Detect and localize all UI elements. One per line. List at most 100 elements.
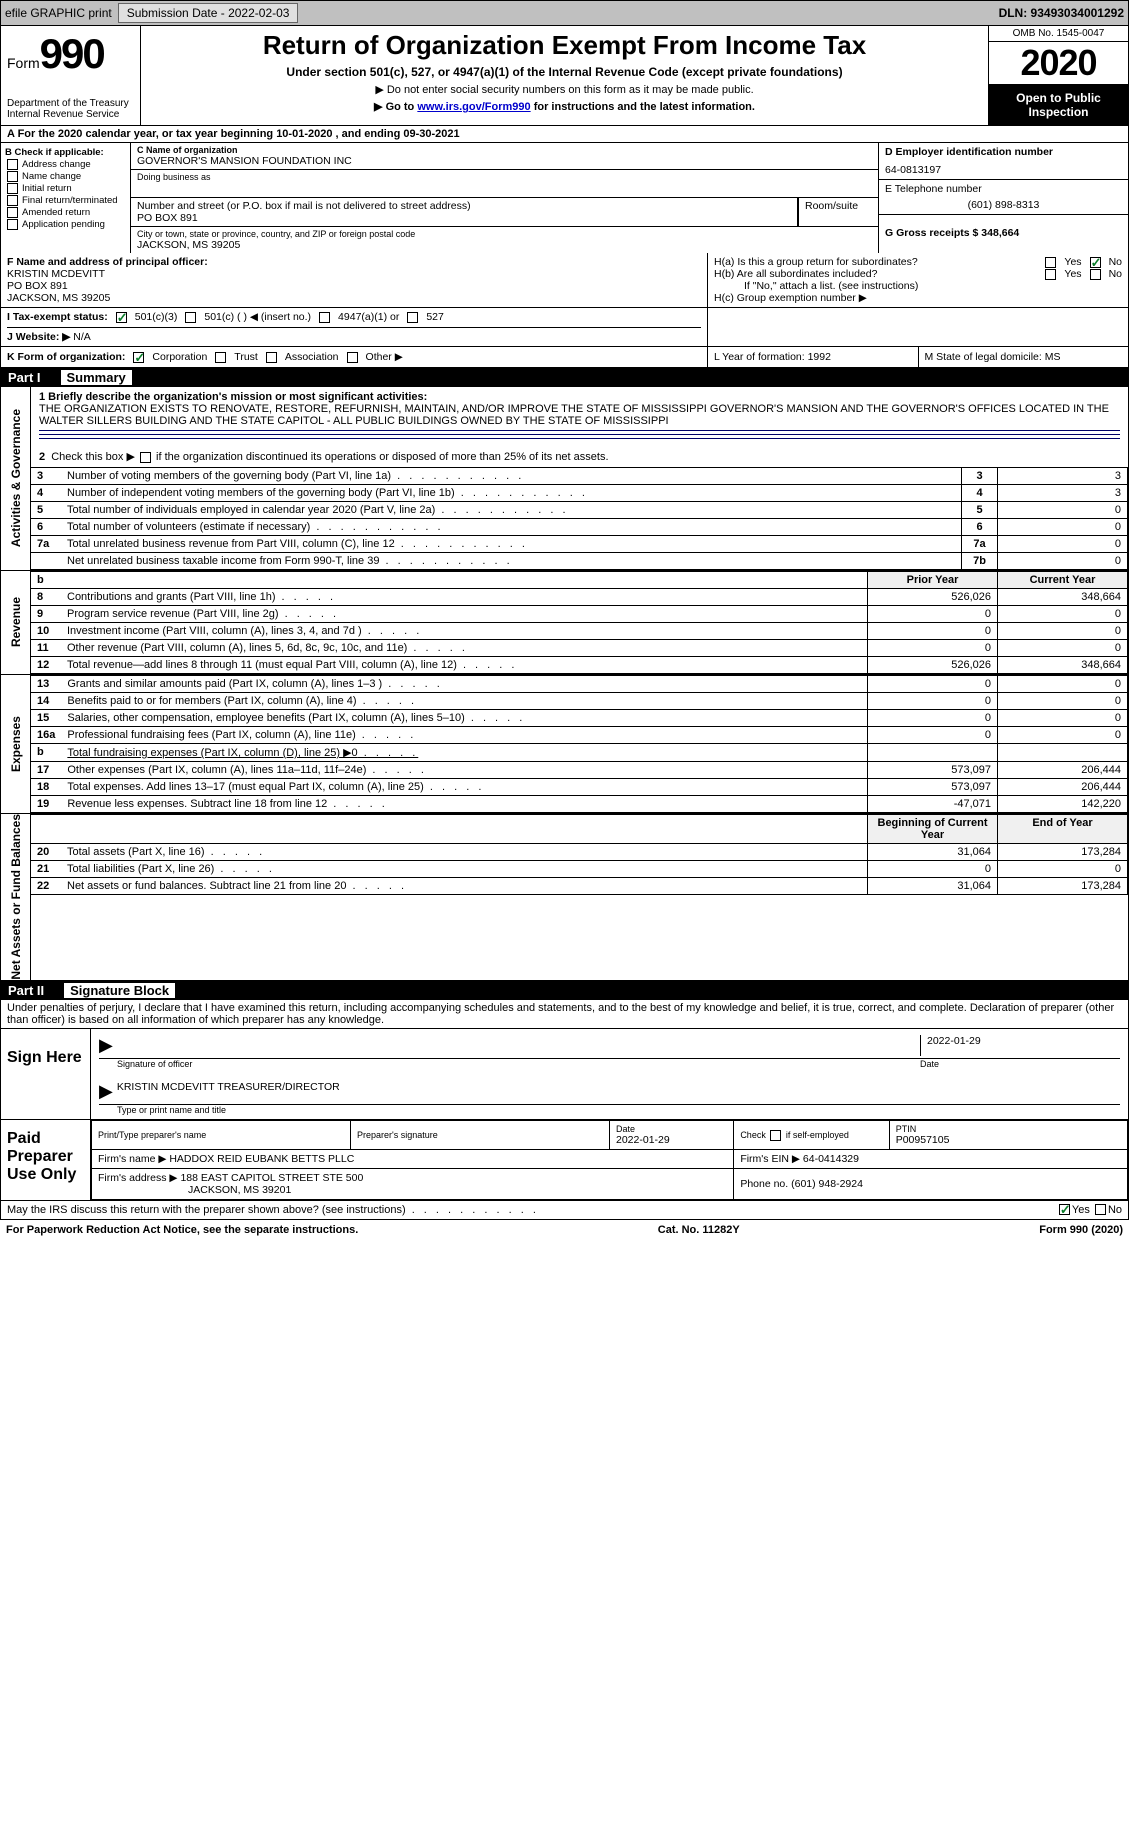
sign-here-label: Sign Here: [1, 1029, 91, 1119]
form-number: 990: [40, 30, 104, 77]
sidebar-governance: Activities & Governance: [9, 409, 23, 547]
sidebar-expenses: Expenses: [9, 716, 23, 772]
assoc-label: Association: [285, 351, 339, 363]
table-row: 16aProfessional fundraising fees (Part I…: [31, 727, 1128, 744]
hb-yes-checkbox[interactable]: [1045, 269, 1056, 280]
note2-post: for instructions and the latest informat…: [531, 101, 755, 113]
assoc-checkbox[interactable]: [266, 352, 277, 363]
dept-label: Department of the Treasury: [7, 98, 134, 109]
ha-label: H(a) Is this a group return for subordin…: [714, 256, 1037, 268]
firm-name: HADDOX REID EUBANK BETTS PLLC: [169, 1153, 354, 1165]
mission-text: THE ORGANIZATION EXISTS TO RENOVATE, RES…: [39, 403, 1109, 427]
section-c: C Name of organization GOVERNOR'S MANSIO…: [131, 143, 878, 253]
irs-label: Internal Revenue Service: [7, 109, 134, 120]
hc-label: H(c) Group exemption number ▶: [714, 292, 1122, 304]
527-checkbox[interactable]: [407, 312, 418, 323]
opt-initial-return: Initial return: [22, 183, 72, 194]
ein-label: D Employer identification number: [885, 146, 1053, 158]
table-row: 17Other expenses (Part IX, column (A), l…: [31, 762, 1128, 779]
gross-receipts: G Gross receipts $ 348,664: [885, 227, 1019, 239]
form-subtitle: Under section 501(c), 527, or 4947(a)(1)…: [149, 65, 980, 79]
sig-officer-label: Signature of officer: [117, 1059, 920, 1069]
footer-center: Cat. No. 11282Y: [358, 1224, 1039, 1236]
footer-left: For Paperwork Reduction Act Notice, see …: [6, 1224, 358, 1236]
expenses-table: 13Grants and similar amounts paid (Part …: [31, 675, 1128, 813]
checkbox-address-change[interactable]: [7, 159, 18, 170]
501c-checkbox[interactable]: [185, 312, 196, 323]
officer-label: F Name and address of principal officer:: [7, 256, 208, 268]
checkbox-amended-return[interactable]: [7, 207, 18, 218]
ha-yes-checkbox[interactable]: [1045, 257, 1056, 268]
hb-note: If "No," attach a list. (see instruction…: [744, 280, 1122, 292]
table-row: bTotal fundraising expenses (Part IX, co…: [31, 744, 1128, 762]
header-left: Form990 Department of the Treasury Inter…: [1, 26, 141, 125]
4947-label: 4947(a)(1) or: [338, 311, 399, 323]
opt-application-pending: Application pending: [22, 219, 105, 230]
mission-block: 1 Briefly describe the organization's mi…: [31, 387, 1128, 446]
korg-row: K Form of organization: Corporation Trus…: [1, 347, 708, 367]
line2-checkbox[interactable]: [140, 452, 151, 463]
paid-preparer-label: Paid Preparer Use Only: [1, 1120, 91, 1200]
discuss-no: No: [1108, 1204, 1122, 1216]
table-row: 10Investment income (Part VIII, column (…: [31, 623, 1128, 640]
other-checkbox[interactable]: [347, 352, 358, 363]
checkbox-name-change[interactable]: [7, 171, 18, 182]
prep-sig-label: Preparer's signature: [357, 1130, 603, 1140]
4947-checkbox[interactable]: [319, 312, 330, 323]
phone-value: (601) 898-8313: [885, 199, 1122, 211]
ha-no-checkbox[interactable]: [1090, 257, 1101, 268]
prep-phone: (601) 948-2924: [791, 1178, 863, 1190]
ha-yes: Yes: [1064, 256, 1081, 268]
501c-label: 501(c) ( ) ◀ (insert no.): [204, 311, 311, 323]
form-note2: ▶ Go to www.irs.gov/Form990 for instruct…: [149, 100, 980, 113]
section-h: H(a) Is this a group return for subordin…: [708, 253, 1128, 307]
hb-label: H(b) Are all subordinates included?: [714, 268, 1037, 280]
sig-name: KRISTIN MCDEVITT TREASURER/DIRECTOR: [117, 1081, 340, 1102]
501c3-checkbox[interactable]: [116, 312, 127, 323]
org-address: PO BOX 891: [137, 212, 791, 224]
top-bar: efile GRAPHIC print Submission Date - 20…: [0, 0, 1129, 26]
sig-type-label: Type or print name and title: [117, 1105, 1120, 1115]
year-formation: L Year of formation: 1992: [708, 347, 919, 367]
opt-final-return: Final return/terminated: [22, 195, 118, 206]
footer-right: Form 990 (2020): [1039, 1224, 1123, 1236]
hb-yes: Yes: [1064, 268, 1081, 280]
table-row: 8Contributions and grants (Part VIII, li…: [31, 589, 1128, 606]
period-row: A For the 2020 calendar year, or tax yea…: [0, 126, 1129, 143]
klm-row: K Form of organization: Corporation Trus…: [0, 347, 1129, 368]
part2-title: Signature Block: [64, 983, 175, 998]
discuss-no-checkbox[interactable]: [1095, 1204, 1106, 1215]
netassets-table: Beginning of Current YearEnd of Year20To…: [31, 814, 1128, 895]
checkbox-final-return[interactable]: [7, 195, 18, 206]
table-row: 6Total number of volunteers (estimate if…: [31, 519, 1128, 536]
officer-addr1: PO BOX 891: [7, 280, 68, 292]
name-label: C Name of organization: [137, 145, 238, 155]
trust-checkbox[interactable]: [215, 352, 226, 363]
efile-label: efile GRAPHIC print: [5, 6, 112, 20]
checkbox-application-pending[interactable]: [7, 219, 18, 230]
checkbox-initial-return[interactable]: [7, 183, 18, 194]
form990-link[interactable]: www.irs.gov/Form990: [417, 101, 530, 113]
expenses-section: Expenses 13Grants and similar amounts pa…: [0, 675, 1129, 814]
section-deg: D Employer identification number 64-0813…: [878, 143, 1128, 253]
hb-no-checkbox[interactable]: [1090, 269, 1101, 280]
table-row: 22Net assets or fund balances. Subtract …: [31, 878, 1128, 895]
prep-phone-label: Phone no.: [740, 1178, 788, 1190]
omb-number: OMB No. 1545-0047: [989, 26, 1128, 42]
firm-ein-label: Firm's EIN ▶: [740, 1153, 800, 1165]
trust-label: Trust: [234, 351, 258, 363]
table-row: 14Benefits paid to or for members (Part …: [31, 693, 1128, 710]
table-row: 11Other revenue (Part VIII, column (A), …: [31, 640, 1128, 657]
table-row: Net unrelated business taxable income fr…: [31, 553, 1128, 570]
submission-date-button[interactable]: Submission Date - 2022-02-03: [118, 3, 299, 23]
prep-name-label: Print/Type preparer's name: [98, 1130, 344, 1140]
discuss-yes-checkbox[interactable]: [1059, 1204, 1070, 1215]
corp-label: Corporation: [152, 351, 207, 363]
ha-no: No: [1109, 256, 1122, 268]
corp-checkbox[interactable]: [133, 352, 144, 363]
status-label: I Tax-exempt status:: [7, 311, 108, 323]
firm-ein: 64-0414329: [803, 1153, 859, 1165]
open-inspection: Open to Public Inspection: [989, 85, 1128, 125]
website-label: J Website: ▶: [7, 331, 70, 343]
self-emp-checkbox[interactable]: [770, 1130, 781, 1141]
